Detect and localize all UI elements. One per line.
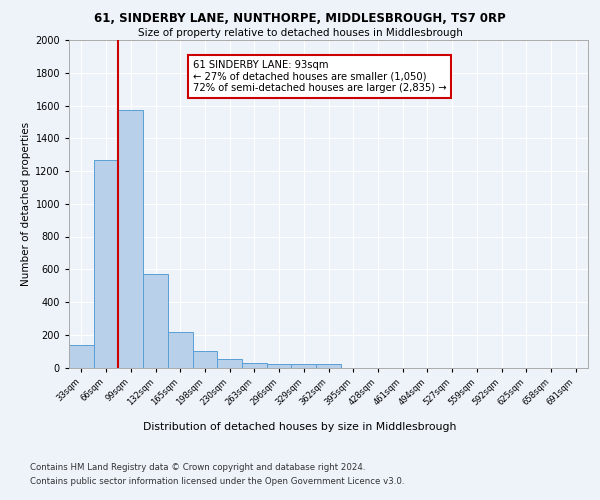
Bar bbox=[143, 274, 168, 368]
Y-axis label: Number of detached properties: Number of detached properties bbox=[21, 122, 31, 286]
Text: Contains HM Land Registry data © Crown copyright and database right 2024.: Contains HM Land Registry data © Crown c… bbox=[30, 462, 365, 471]
Bar bbox=[94, 160, 118, 368]
Text: Contains public sector information licensed under the Open Government Licence v3: Contains public sector information licen… bbox=[30, 478, 404, 486]
Bar bbox=[267, 364, 292, 368]
Text: Distribution of detached houses by size in Middlesbrough: Distribution of detached houses by size … bbox=[143, 422, 457, 432]
Text: Size of property relative to detached houses in Middlesbrough: Size of property relative to detached ho… bbox=[137, 28, 463, 38]
Bar bbox=[69, 344, 94, 368]
Bar bbox=[242, 362, 267, 368]
Bar bbox=[316, 364, 341, 368]
Text: 61 SINDERBY LANE: 93sqm
← 27% of detached houses are smaller (1,050)
72% of semi: 61 SINDERBY LANE: 93sqm ← 27% of detache… bbox=[193, 60, 446, 93]
Bar bbox=[292, 364, 316, 368]
Text: 61, SINDERBY LANE, NUNTHORPE, MIDDLESBROUGH, TS7 0RP: 61, SINDERBY LANE, NUNTHORPE, MIDDLESBRO… bbox=[94, 12, 506, 26]
Bar bbox=[168, 332, 193, 368]
Bar bbox=[217, 360, 242, 368]
Bar bbox=[193, 351, 217, 368]
Bar bbox=[118, 110, 143, 368]
